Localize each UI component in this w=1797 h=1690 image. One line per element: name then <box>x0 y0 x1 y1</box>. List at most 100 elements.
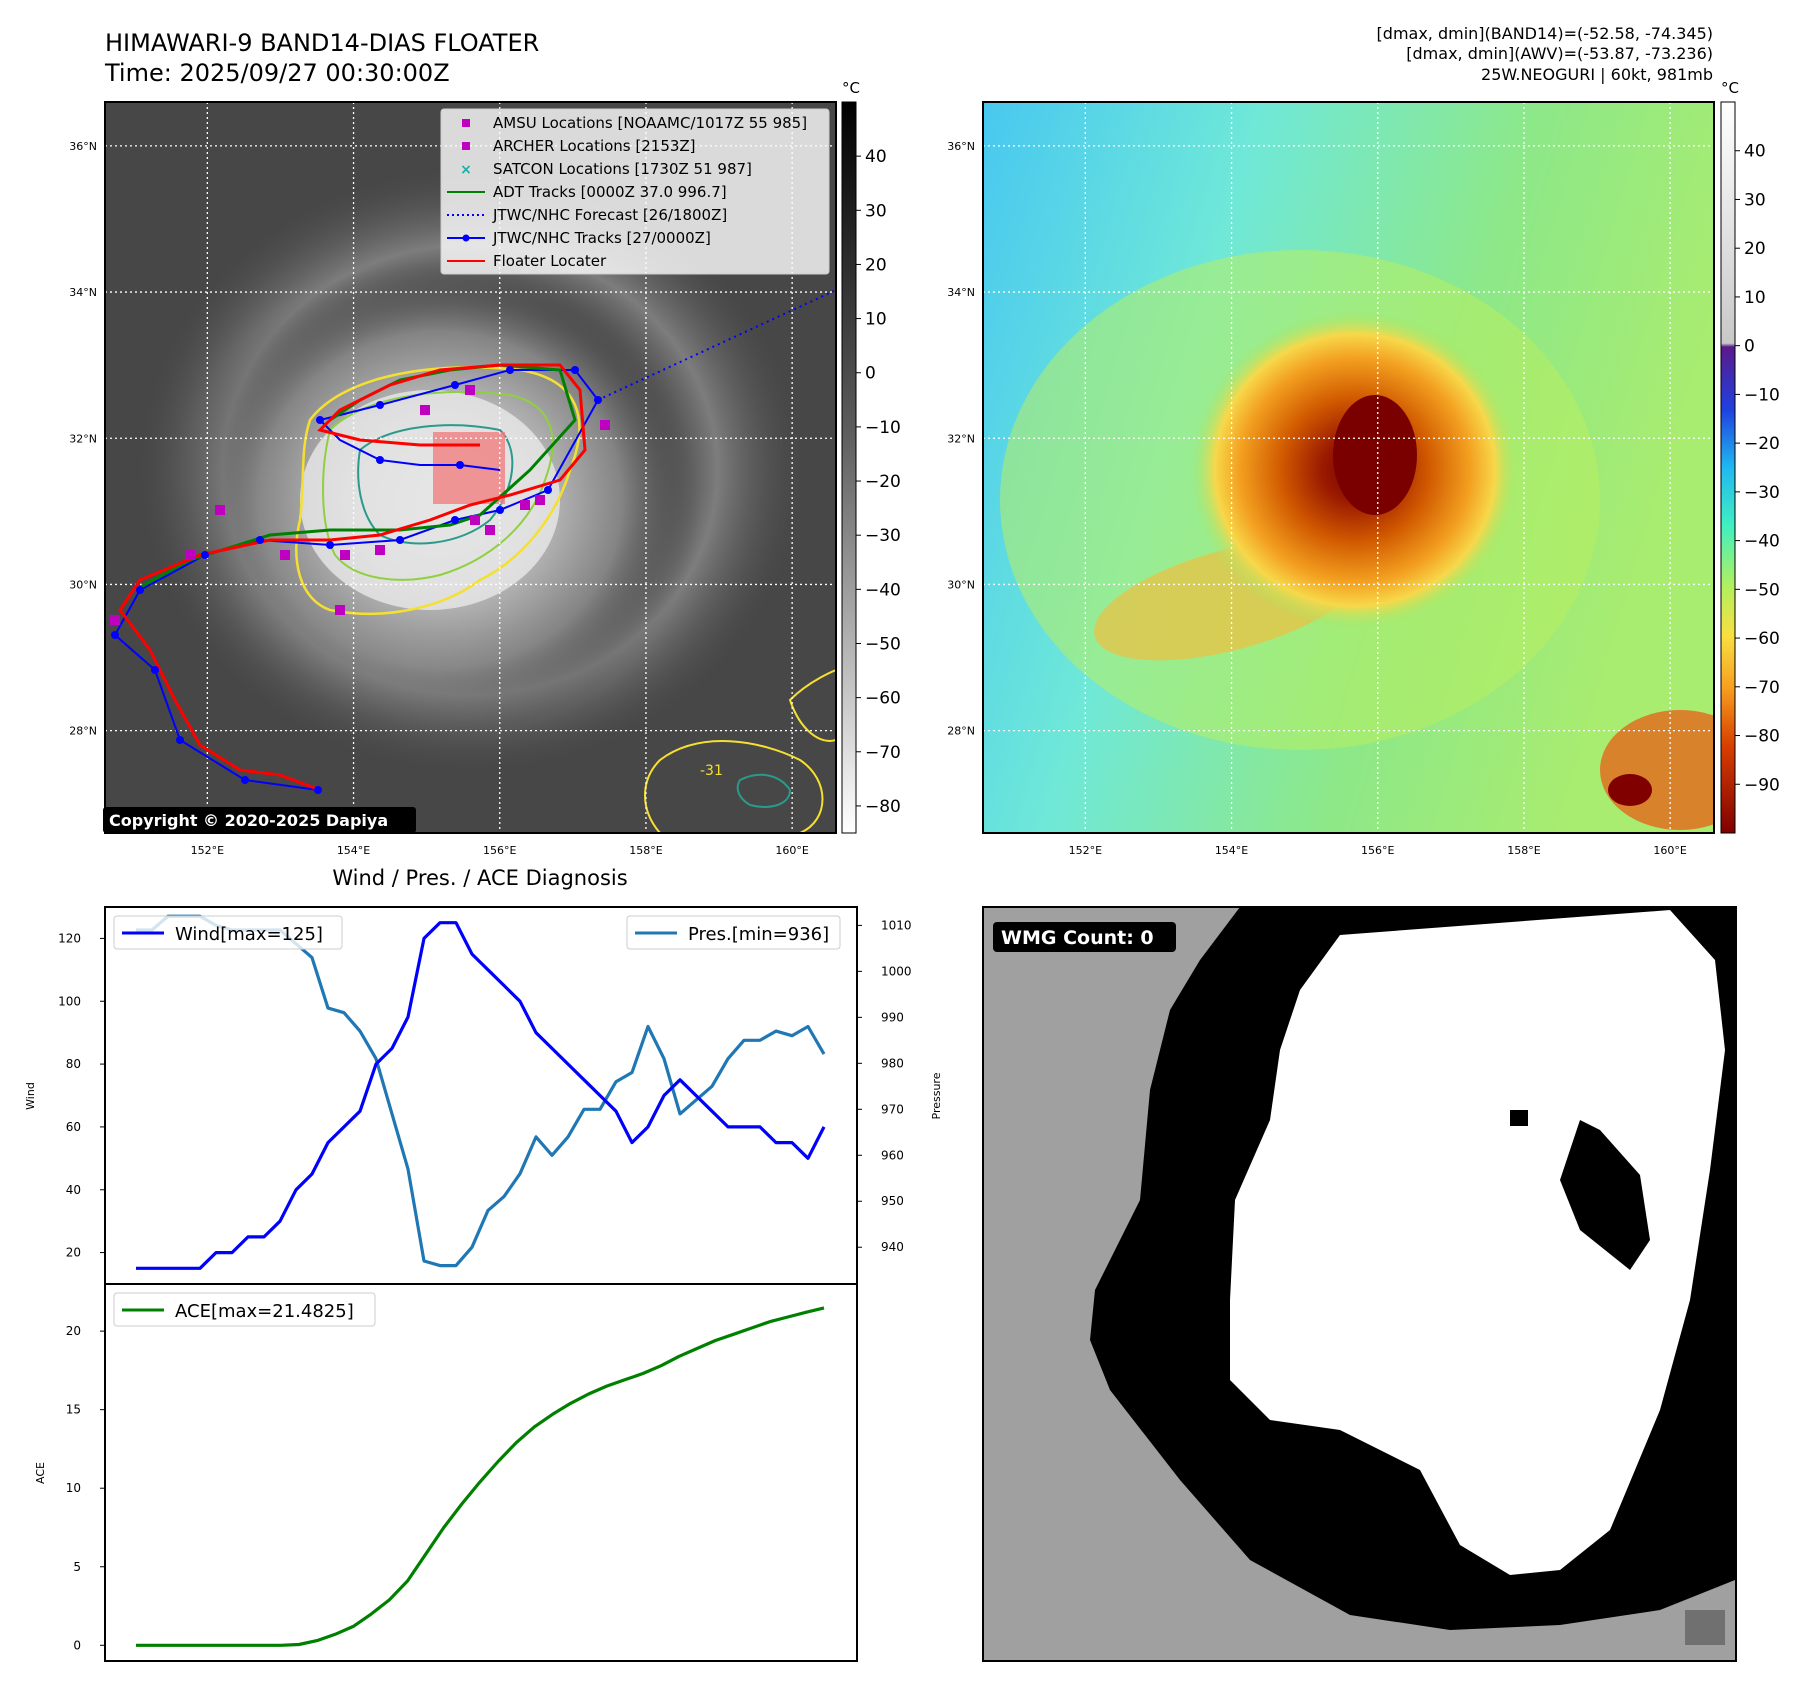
colorbar-tick-label: 30 <box>1744 190 1766 210</box>
pressure-legend: Pres.[min=936] <box>626 915 841 950</box>
colorbar-tick-label: −10 <box>865 418 901 438</box>
colorbar-tick-label: 0 <box>865 364 876 384</box>
ir-legend: AMSU Locations [NOAAMC/1017Z 55 985] ARCH… <box>440 108 830 275</box>
ir-lon-label: 156°E <box>483 844 516 857</box>
colorbar-tick-label: −30 <box>1744 483 1780 503</box>
ir-map-frame <box>104 101 837 834</box>
wmg-dark-patch <box>1510 1110 1528 1126</box>
amsu-marker <box>340 550 350 560</box>
legend-square-marker <box>462 142 470 150</box>
jtwc-track-point <box>201 551 209 559</box>
band14-range-text: [dmax, dmin](BAND14)=(-52.58, -74.345) <box>1377 24 1713 43</box>
jtwc-track-point <box>496 506 504 514</box>
pressure-axis-tick-label: 990 <box>881 1010 904 1024</box>
awv-lon-label: 152°E <box>1069 844 1102 857</box>
ir-southeast-teal-contour <box>736 773 792 808</box>
floater-locater-box <box>433 432 505 504</box>
wind-axis-tick-label: 60 <box>66 1120 81 1134</box>
wmg-count-badge: WMG Count: 0 <box>993 922 1176 952</box>
colorbar-tick-label: −30 <box>865 526 901 546</box>
amsu-marker <box>375 545 385 555</box>
jtwc-track-point <box>316 416 324 424</box>
jtwc-track-point <box>241 776 249 784</box>
copyright-text: Copyright © 2020-2025 Dapiya <box>109 811 388 830</box>
colorbar-tick-label: −50 <box>865 634 901 654</box>
wmg-white-interior <box>1230 910 1725 1575</box>
ir-contour-label: -31 <box>700 763 723 779</box>
wind-axis-tick-label: 120 <box>58 931 81 945</box>
jtwc-track-point <box>571 366 579 374</box>
pressure-axis-tick-label: 980 <box>881 1056 904 1070</box>
ace-axis-tick-label: 15 <box>66 1403 81 1417</box>
ir-legend-item: JTWC/NHC Tracks [27/0000Z] <box>447 229 711 247</box>
ir-legend-item: × SATCON Locations [1730Z 51 987] <box>460 160 752 178</box>
ir-lat-labels: 36°N 34°N 32°N 30°N 28°N <box>69 140 97 738</box>
diagnosis-title: Wind / Pres. / ACE Diagnosis <box>332 866 627 890</box>
pressure-axis-tick-label: 960 <box>881 1148 904 1162</box>
ir-colorbar <box>841 101 857 834</box>
storm-info-text: 25W.NEOGURI | 60kt, 981mb <box>1481 65 1713 84</box>
colorbar-tick-label: 20 <box>865 255 887 275</box>
pressure-legend-label: Pres.[min=936] <box>688 924 829 945</box>
colorbar-tick-label: 10 <box>1744 288 1766 308</box>
colorbar-tick-label: 0 <box>1744 337 1755 357</box>
figure-time: Time: 2025/09/27 00:30:00Z <box>104 59 450 87</box>
wmg-panel <box>983 907 1736 1661</box>
colorbar-tick-label: −40 <box>1744 532 1780 552</box>
ir-legend-label: ADT Tracks [0000Z 37.0 996.7] <box>493 183 727 201</box>
wmg-count-label: WMG Count: 0 <box>1001 927 1154 949</box>
colorbar-tick-label: 20 <box>1744 239 1766 259</box>
ace-axis-tick-label: 5 <box>73 1560 81 1574</box>
ace-legend: ACE[max=21.4825] <box>113 1292 376 1327</box>
ir-lat-label: 32°N <box>69 432 97 445</box>
jtwc-track-point <box>314 786 322 794</box>
wind-axis-tick-label: 100 <box>58 994 81 1008</box>
awv-map-panel <box>983 102 1714 833</box>
amsu-marker <box>335 605 345 615</box>
colorbar-tick-label: −80 <box>1744 727 1780 747</box>
colorbar-tick-label: −70 <box>1744 678 1780 698</box>
colorbar-tick-label: −60 <box>865 689 901 709</box>
ace-axis-tick-label: 0 <box>73 1638 81 1652</box>
ace-chart: 0 5 10 15 20 <box>66 1283 858 1662</box>
jtwc-track-points <box>111 366 602 794</box>
awv-lat-labels: 36°N 34°N 32°N 30°N 28°N <box>947 140 975 738</box>
jtwc-track-point <box>451 381 459 389</box>
amsu-marker <box>535 495 545 505</box>
awv-range-text: [dmax, dmin](AWV)=(-53.87, -73.236) <box>1406 44 1713 63</box>
series-line <box>136 921 826 1270</box>
ir-colorbar-ticks: 40 30 20 10 0 −10 −20 −30 −40 −50 −60 −70 −80 <box>856 147 901 817</box>
ir-teal-contour <box>357 424 514 545</box>
ir-lon-labels: 152°E 154°E 156°E 158°E 160°E <box>191 844 809 857</box>
jtwc-forecast-line <box>597 289 836 401</box>
ir-colorbar-unit: °C <box>842 79 860 97</box>
figure-title: HIMAWARI-9 BAND14-DIAS FLOATER <box>105 29 539 57</box>
jtwc-track-point <box>506 366 514 374</box>
awv-lat-label: 36°N <box>947 140 975 153</box>
amsu-marker <box>600 420 610 430</box>
awv-gridlines <box>983 102 1714 833</box>
awv-lat-label: 30°N <box>947 578 975 591</box>
colorbar-tick-label: 40 <box>1744 142 1766 162</box>
awv-lon-labels: 152°E 154°E 156°E 158°E 160°E <box>1069 844 1687 857</box>
ir-lon-label: 160°E <box>775 844 808 857</box>
ir-legend-label: JTWC/NHC Forecast [26/1800Z] <box>492 206 727 224</box>
ir-lon-label: 152°E <box>191 844 224 857</box>
pressure-axis-tick-label: 970 <box>881 1102 904 1116</box>
ir-legend-label: ARCHER Locations [2153Z] <box>493 137 696 155</box>
colorbar-tick-label: −80 <box>865 797 901 817</box>
ir-lon-label: 154°E <box>337 844 370 857</box>
awv-lon-label: 158°E <box>1507 844 1540 857</box>
ir-legend-item: ADT Tracks [0000Z 37.0 996.7] <box>447 183 727 201</box>
ir-legend-item: JTWC/NHC Forecast [26/1800Z] <box>447 206 727 224</box>
ir-east-yellow-contour <box>788 668 836 742</box>
ir-legend-label: AMSU Locations [NOAAMC/1017Z 55 985] <box>493 114 807 132</box>
jtwc-track-point <box>594 396 602 404</box>
wmg-frame <box>982 906 1737 1662</box>
awv-lon-label: 160°E <box>1653 844 1686 857</box>
awv-lon-label: 156°E <box>1361 844 1394 857</box>
wind-axis-tick-label: 20 <box>66 1246 81 1260</box>
amsu-marker <box>215 505 225 515</box>
awv-eye-region <box>1333 395 1417 515</box>
pressure-axis-tick-label: 1000 <box>881 964 912 978</box>
